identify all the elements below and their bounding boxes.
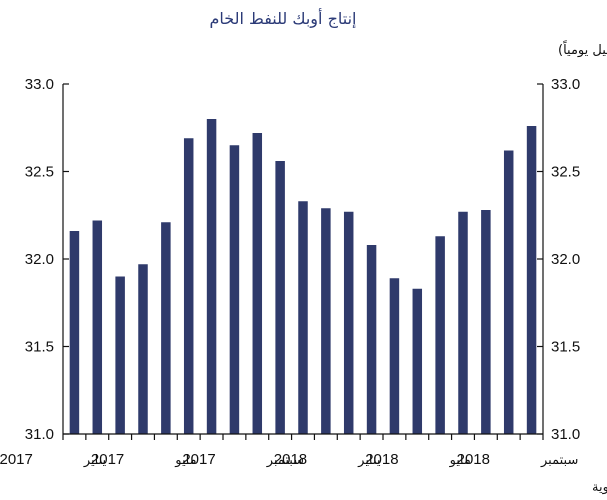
bar (92, 220, 103, 434)
y-tick-label-left: 33.0 (25, 76, 54, 93)
x-tick-label-year: 2018 (365, 451, 398, 468)
x-tick-label-month: يناير (357, 453, 381, 468)
y-tick-label-right: 33.0 (551, 76, 580, 93)
bar (161, 222, 171, 434)
x-tick-label-month: سبتمبر (540, 453, 578, 468)
x-tick-label-month: مايو (449, 453, 471, 468)
bar (115, 276, 125, 434)
bar (275, 161, 285, 434)
y-tick-label-left: 32.5 (25, 164, 54, 181)
bar (206, 119, 217, 434)
x-tick-label-year: 2018 (457, 451, 490, 468)
bar (252, 133, 263, 434)
y-tick-label-right: 31.0 (551, 426, 580, 443)
x-tick-label-year: 2018 (274, 451, 307, 468)
x-tick-label-month: يناير (83, 453, 107, 468)
bar (343, 211, 354, 434)
bar (298, 201, 308, 434)
chart-title: إنتاج أوبك للنفط الخام (209, 8, 356, 29)
bar (526, 126, 537, 434)
x-tick-label-year: 2017 (182, 451, 215, 468)
bar (138, 264, 148, 434)
x-tick-label-month: مايو (174, 453, 196, 468)
y-tick-label-right: 32.0 (551, 251, 580, 268)
bar (481, 210, 491, 434)
y-axis-right: 33.0 32.5 32.0 31.5 31.0 (537, 76, 580, 443)
bar (229, 145, 240, 434)
unit-label: (مليون برميل يومياً) (558, 40, 607, 58)
bars (69, 119, 537, 434)
bar (389, 278, 400, 434)
bar (435, 236, 445, 434)
source-note: المصدر: مصادر أوبك الثانوية (592, 478, 607, 495)
y-tick-label-right: 31.5 (551, 339, 580, 356)
x-tick-label-year: 2017 (0, 451, 33, 468)
bar (366, 245, 377, 434)
y-tick-label-left: 32.0 (25, 251, 54, 268)
bar (321, 208, 331, 434)
bar (69, 231, 80, 434)
bar (458, 211, 468, 434)
y-tick-label-left: 31.5 (25, 339, 54, 356)
y-axis-left: 33.0 32.5 32.0 31.5 31.0 (25, 76, 69, 443)
y-tick-label-right: 32.5 (551, 164, 580, 181)
bar (412, 288, 423, 434)
y-tick-label-left: 31.0 (25, 426, 54, 443)
x-tick-label-month: سبتمبر (266, 453, 304, 468)
bar (503, 150, 514, 434)
bar (183, 138, 194, 434)
x-tick-label-year: 2017 (91, 451, 124, 468)
